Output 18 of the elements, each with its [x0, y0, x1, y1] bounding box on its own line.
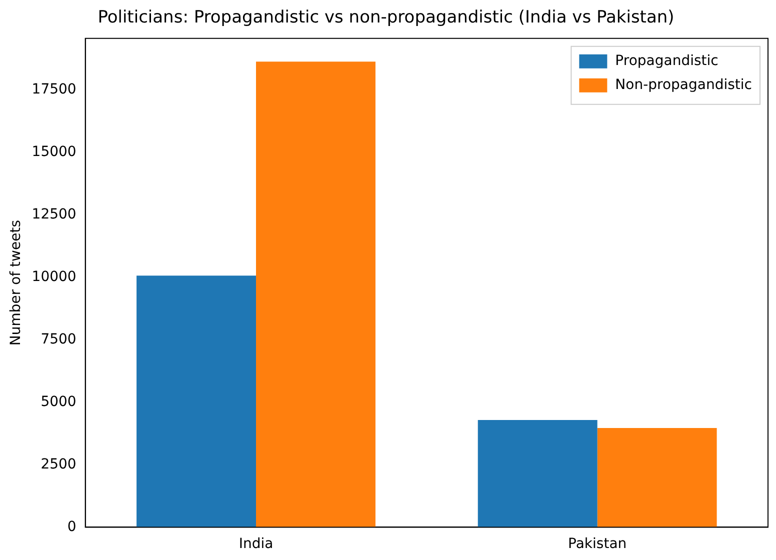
y-tick-label: 7500 [40, 331, 76, 348]
chart-title: Politicians: Propagandistic vs non-propagandistic (India vs Pakistan) [98, 8, 674, 28]
y-axis-title: Number of tweets [8, 220, 24, 346]
y-tick-label: 10000 [32, 268, 76, 285]
bar [256, 62, 376, 528]
legend-label: Propagandistic [615, 53, 718, 70]
x-tick-label: Pakistan [568, 536, 627, 552]
bar [478, 420, 598, 528]
y-tick-label: 5000 [40, 394, 76, 410]
y-tick-label: 15000 [32, 144, 76, 160]
y-tick-label: 12500 [32, 206, 76, 222]
x-tick-label: India [238, 536, 274, 552]
bar [597, 428, 717, 528]
y-tick-label: 0 [67, 518, 76, 535]
bar [136, 276, 256, 528]
y-tick-label: 17500 [32, 81, 76, 98]
legend-label: Non-propagandistic [615, 77, 752, 94]
y-tick-label: 2500 [40, 456, 76, 472]
